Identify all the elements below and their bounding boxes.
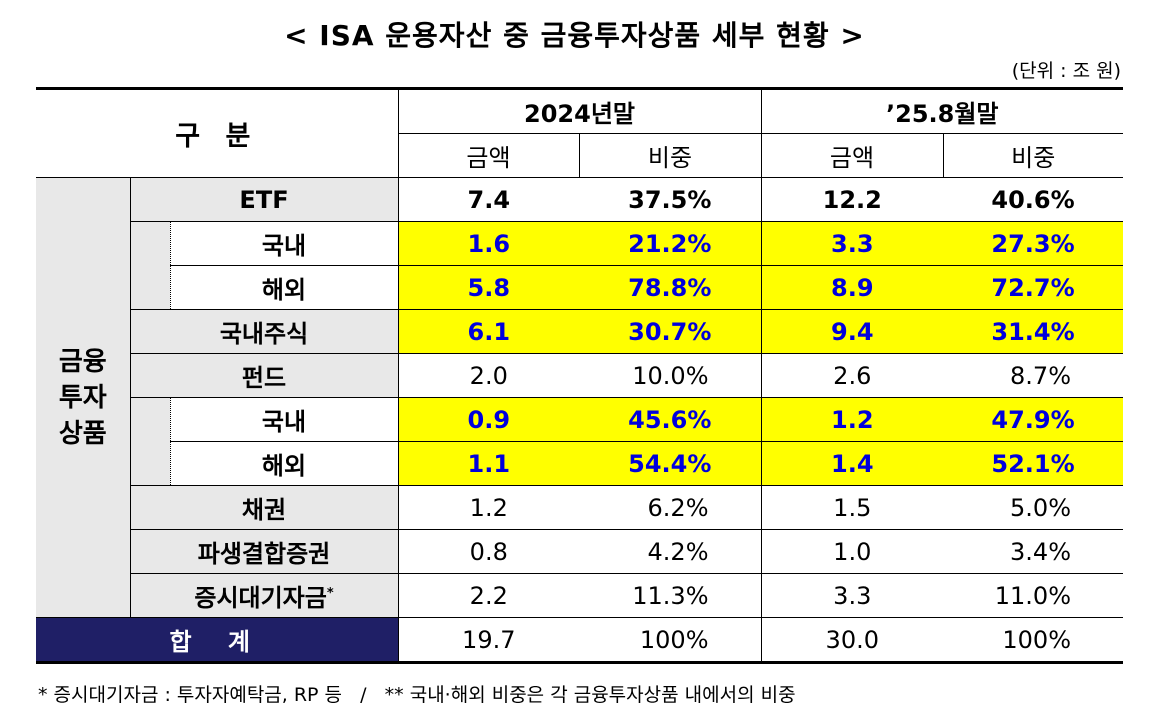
row-label: 국내 [169, 221, 399, 266]
cell-share-2025: 5.0% [943, 485, 1124, 530]
cell-share-2024: 21.2% [579, 221, 762, 266]
page-title: < ISA 운용자산 중 금융투자상품 세부 현황 > [284, 19, 865, 52]
row-label: 채권 [130, 485, 399, 530]
header-amount-1: 금액 [398, 133, 580, 178]
cell-share-2025: 27.3% [943, 221, 1124, 266]
table-row: 국내 1.6 21.2% 3.3 27.3% [36, 221, 1124, 266]
cell-amount-2025: 1.5 [761, 485, 944, 530]
cell-amount-2025: 9.4 [761, 309, 944, 354]
row-label-cell: 증시대기자금* [130, 573, 399, 618]
table-row: 국내 0.9 45.6% 1.2 47.9% [36, 397, 1124, 442]
unit-label: (단위 : 조 원) [1011, 60, 1121, 82]
cell-share-2024: 6.2% [579, 485, 762, 530]
cell-amount-2025: 8.9 [761, 265, 944, 310]
cell-amount-2024: 2.0 [397, 353, 580, 398]
total-row: 합 계 19.7 100% 30.0 100% [36, 617, 1124, 664]
cell-share-2025: 72.7% [943, 265, 1124, 310]
table-row: 금융 투자 상품 ETF 7.4 37.5% 12.2 40.6% [36, 177, 1124, 618]
cell-share-2024: 10.0% [579, 353, 762, 398]
cell-share-2024: 4.2% [579, 529, 762, 574]
total-label: 합 계 [36, 617, 399, 664]
cell-amount-2024: 1.2 [397, 485, 580, 530]
footnote-marker: * [326, 586, 334, 601]
group-label: 금융 투자 상품 [36, 177, 131, 618]
cell-share-2024: 11.3% [579, 573, 762, 618]
row-label: 해외 [169, 265, 399, 310]
row-label: 국내 [169, 397, 399, 442]
table-row: 국내주식 6.1 30.7% 9.4 31.4% [36, 309, 1124, 354]
header-amount-2: 금액 [761, 133, 944, 178]
cell-amount-2025: 1.2 [761, 397, 944, 442]
table-row: 채권 1.2 6.2% 1.5 5.0% [36, 485, 1124, 530]
table-row: 해외 5.8 78.8% 8.9 72.7% [36, 265, 1124, 310]
cell-share-2024: 54.4% [579, 441, 762, 486]
header-share-2: 비중 [943, 133, 1124, 178]
cell-amount-2025: 1.4 [761, 441, 944, 486]
cell-amount-2024: 1.1 [397, 441, 580, 486]
header-period-2025: ’25.8월말 [761, 87, 1124, 134]
cell-amount-2025: 12.2 [761, 177, 944, 222]
table-row: 펀드 2.0 10.0% 2.6 8.7% [36, 353, 1124, 398]
cell-amount-2024: 0.9 [397, 397, 580, 442]
table-row: 파생결합증권 0.8 4.2% 1.0 3.4% [36, 529, 1124, 574]
cell-amount-2024: 0.8 [397, 529, 580, 574]
group-label-text: 금융 투자 상품 [58, 346, 107, 449]
total-share-2024: 100% [579, 617, 762, 664]
row-label: 국내주식 [130, 309, 399, 354]
cell-amount-2024: 6.1 [397, 309, 580, 354]
footnote: * 증시대기자금 : 투자자예탁금, RP 등 / ** 국내·해외 비중은 각… [38, 684, 796, 706]
cell-share-2024: 78.8% [579, 265, 762, 310]
cell-share-2025: 47.9% [943, 397, 1124, 442]
cell-amount-2025: 2.6 [761, 353, 944, 398]
row-label: 해외 [169, 441, 399, 486]
cell-amount-2024: 1.6 [397, 221, 580, 266]
cell-amount-2025: 3.3 [761, 573, 944, 618]
row-label: 증시대기자금 [194, 584, 327, 612]
cell-share-2025: 52.1% [943, 441, 1124, 486]
cell-amount-2024: 5.8 [397, 265, 580, 310]
cell-amount-2025: 3.3 [761, 221, 944, 266]
total-share-2025: 100% [943, 617, 1124, 664]
table-row: 증시대기자금* 2.2 11.3% 3.3 11.0% [36, 573, 1124, 618]
total-amount-2025: 30.0 [761, 617, 944, 664]
row-label: 펀드 [130, 353, 399, 398]
header-period-2024: 2024년말 [398, 87, 762, 134]
cell-amount-2024: 7.4 [397, 177, 580, 222]
row-label: ETF [130, 177, 399, 222]
header-share-1: 비중 [579, 133, 762, 178]
total-amount-2024: 19.7 [397, 617, 580, 664]
cell-share-2024: 45.6% [579, 397, 762, 442]
row-label: 파생결합증권 [130, 529, 399, 574]
cell-share-2025: 3.4% [943, 529, 1124, 574]
isa-table: 구 분 2024년말 ’25.8월말 금액 비중 금액 비중 금융 투자 상품 ET… [36, 87, 1124, 664]
cell-share-2024: 37.5% [579, 177, 762, 222]
cell-share-2025: 40.6% [943, 177, 1124, 222]
header-category: 구 분 [36, 87, 399, 178]
cell-share-2024: 30.7% [579, 309, 762, 354]
cell-share-2025: 8.7% [943, 353, 1124, 398]
cell-share-2025: 31.4% [943, 309, 1124, 354]
cell-amount-2025: 1.0 [761, 529, 944, 574]
cell-amount-2024: 2.2 [397, 573, 580, 618]
table-row: 해외 1.1 54.4% 1.4 52.1% [36, 441, 1124, 486]
cell-share-2025: 11.0% [943, 573, 1124, 618]
